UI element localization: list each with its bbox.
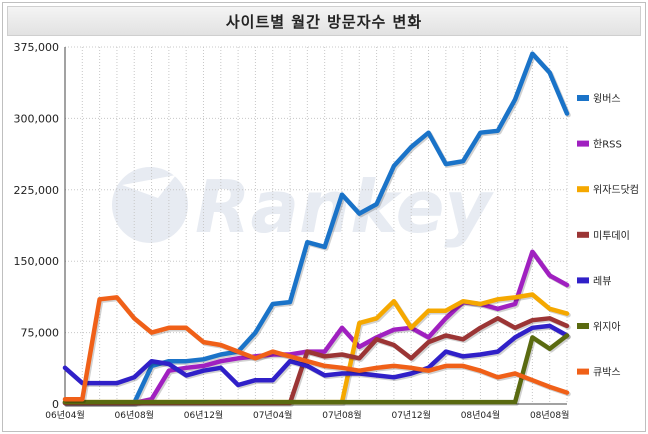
x-tick-label: 08년08월 bbox=[530, 409, 569, 421]
watermark-text: Rankey bbox=[195, 165, 494, 249]
x-tick-label: 07년08월 bbox=[322, 409, 361, 421]
legend-swatch bbox=[577, 231, 589, 238]
legend-swatch bbox=[577, 277, 589, 284]
rankey-watermark: Rankey bbox=[112, 165, 494, 249]
x-tick-label: 06년04월 bbox=[45, 409, 84, 421]
y-axis-ticks: 0 75,000 150,000 225,000 300,000 375,000 bbox=[14, 41, 60, 411]
series-line bbox=[62, 249, 570, 406]
legend-swatch bbox=[577, 140, 589, 147]
y-tick-label: 75,000 bbox=[21, 327, 60, 340]
y-tick-label: 0 bbox=[52, 398, 59, 411]
chart-title-bar: 사이트별 월간 방문자수 변화 bbox=[7, 6, 641, 36]
legend-label: 미투데이 bbox=[593, 230, 630, 242]
chart-title: 사이트별 월간 방문자수 변화 bbox=[225, 12, 423, 31]
x-tick-label: 06년08월 bbox=[115, 409, 154, 421]
series-line bbox=[62, 333, 570, 405]
legend-label: 레뷰 bbox=[593, 275, 611, 287]
legend-swatch bbox=[577, 186, 589, 193]
legend-label: 큐박스 bbox=[593, 367, 621, 379]
legend-label: 위지아 bbox=[593, 320, 621, 333]
legend-swatch bbox=[577, 323, 589, 329]
y-tick-label: 150,000 bbox=[14, 255, 60, 268]
x-tick-label: 07년04월 bbox=[253, 409, 292, 421]
x-tick-label: 08년04월 bbox=[461, 409, 500, 421]
y-tick-label: 375,000 bbox=[14, 41, 60, 54]
series-line bbox=[62, 323, 570, 388]
x-axis-ticks: 06년04월 06년08월 06년12월 07년04월 07년08월 07년12월 08년0… bbox=[45, 409, 569, 421]
y-tick-label: 300,000 bbox=[14, 112, 60, 125]
legend-swatch bbox=[577, 95, 589, 101]
series-lines bbox=[62, 51, 571, 407]
legend-label: 윙버스 bbox=[593, 93, 621, 105]
legend-label: 한RSS bbox=[593, 139, 622, 151]
x-tick-label: 06년12월 bbox=[184, 409, 223, 421]
x-tick-label: 07년12월 bbox=[391, 409, 430, 421]
legend-label: 위자드닷컴 bbox=[593, 183, 639, 196]
y-tick-label: 225,000 bbox=[14, 184, 60, 197]
series-line bbox=[62, 51, 570, 406]
series-line bbox=[62, 295, 570, 402]
legend-swatch bbox=[577, 368, 589, 375]
